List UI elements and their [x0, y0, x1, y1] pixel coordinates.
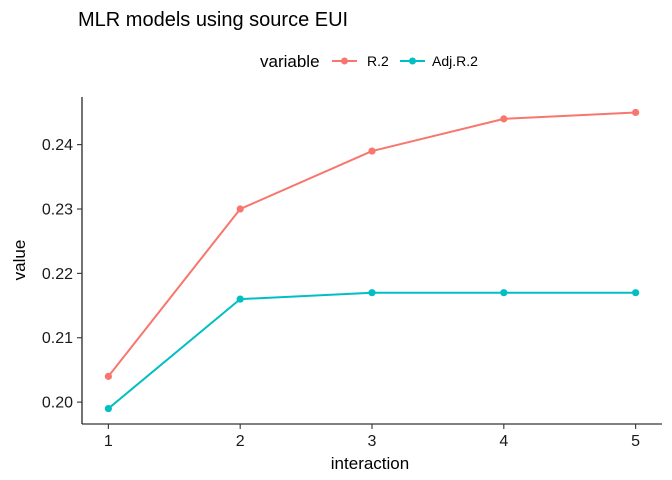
- legend-label: Adj.R.2: [432, 53, 478, 69]
- data-point: [236, 295, 244, 303]
- legend-item-r2: R.2: [332, 53, 389, 69]
- data-point: [104, 404, 112, 413]
- x-tick-label: 1: [104, 433, 113, 450]
- x-tick-label: 3: [368, 433, 377, 450]
- x-tick-label: 2: [236, 433, 245, 450]
- data-point: [368, 147, 376, 155]
- series-adj-r-2: [104, 289, 640, 413]
- data-point: [632, 289, 640, 297]
- series-layer: [104, 108, 640, 413]
- plot-area: 0.20 0.21 0.22 0.23 0.24 1 2 3 4 5: [42, 97, 662, 450]
- x-axis-title: interaction: [331, 454, 409, 473]
- x-ticks: 1 2 3 4 5: [104, 424, 640, 450]
- series-line: [107, 291, 637, 410]
- data-point: [500, 115, 508, 123]
- x-tick-label: 4: [499, 433, 508, 450]
- series-r-2: [104, 108, 640, 380]
- y-tick-label: 0.20: [42, 395, 73, 412]
- y-tick-label: 0.24: [42, 137, 73, 154]
- data-point: [368, 289, 376, 297]
- legend-title: variable: [260, 52, 320, 71]
- legend: variable R.2 Adj.R.2: [260, 52, 478, 71]
- data-point: [500, 289, 508, 297]
- data-point: [236, 205, 244, 213]
- y-tick-label: 0.22: [42, 266, 73, 283]
- x-tick-label: 5: [631, 433, 640, 450]
- legend-key-point: [409, 57, 416, 65]
- y-tick-label: 0.21: [42, 330, 73, 347]
- y-tick-label: 0.23: [42, 202, 73, 219]
- legend-key-point: [341, 57, 348, 65]
- data-point: [632, 108, 640, 117]
- data-point: [104, 372, 112, 380]
- y-axis-title: value: [10, 240, 29, 281]
- legend-item-adj-r2: Adj.R.2: [400, 53, 478, 69]
- chart-title: MLR models using source EUI: [78, 9, 348, 31]
- y-ticks: 0.20 0.21 0.22 0.23 0.24: [42, 137, 82, 412]
- legend-label: R.2: [367, 53, 389, 69]
